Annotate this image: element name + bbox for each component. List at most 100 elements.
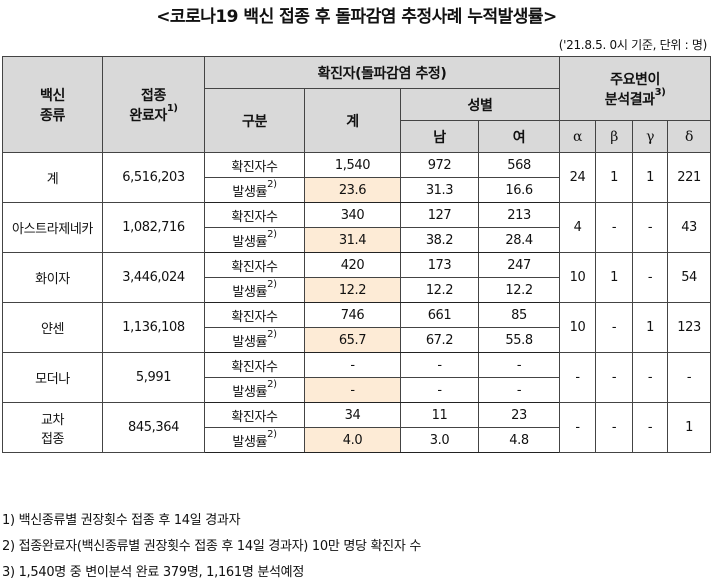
- label-rate: 발생률2): [204, 377, 305, 403]
- cell-alpha: -: [559, 352, 597, 403]
- cell-delta: 221: [667, 152, 712, 203]
- cell-rate-male: 12.2: [400, 277, 479, 303]
- row-completed: 845,364: [102, 402, 205, 453]
- cell-confirmed-total: 746: [304, 302, 401, 328]
- row-completed: 5,991: [102, 352, 205, 403]
- cell-rate-total: 12.2: [304, 277, 401, 303]
- cell-gamma: -: [632, 352, 669, 403]
- row-completed: 6,516,203: [102, 152, 205, 203]
- header-total: 계: [304, 88, 401, 153]
- cell-confirmed-male: 972: [400, 152, 479, 178]
- header-vaccine-type: 백신 종류: [2, 56, 103, 153]
- label-confirmed: 확진자수: [204, 152, 305, 178]
- cell-gamma: -: [632, 402, 669, 453]
- row-name: 얀센: [2, 302, 103, 353]
- cell-confirmed-male: -: [400, 352, 479, 378]
- header-female: 여: [477, 120, 561, 153]
- cell-confirmed-female: 213: [477, 202, 561, 228]
- cell-confirmed-total: 34: [304, 402, 401, 428]
- label-rate: 발생률2): [204, 227, 305, 253]
- cell-confirmed-total: 1,540: [304, 152, 401, 178]
- cell-delta: 123: [667, 302, 712, 353]
- row-name: 아스트라제네카: [2, 202, 103, 253]
- header-alpha: α: [559, 120, 597, 153]
- cell-rate-male: 67.2: [400, 327, 479, 353]
- header-completed: 접종 완료자1): [102, 56, 205, 153]
- cell-beta: -: [595, 202, 634, 253]
- cell-gamma: -: [632, 252, 669, 303]
- footnote-2: 2) 접종완료자(백신종류별 권장횟수 접종 후 14일 경과자) 10만 명당…: [2, 539, 421, 554]
- cell-rate-female: 28.4: [477, 227, 561, 253]
- header-variant-analysis: 주요변이 분석결과3): [559, 56, 712, 121]
- row-completed: 1,082,716: [102, 202, 205, 253]
- cell-alpha: 10: [559, 302, 597, 353]
- cell-alpha: -: [559, 402, 597, 453]
- row-name: 교차 접종: [2, 402, 103, 453]
- cell-rate-male: 3.0: [400, 427, 479, 453]
- label-rate: 발생률2): [204, 427, 305, 453]
- cell-rate-total: 31.4: [304, 227, 401, 253]
- cell-rate-total: -: [304, 377, 401, 403]
- row-completed: 3,446,024: [102, 252, 205, 303]
- header-confirmed-group: 확진자(돌파감염 추정): [203, 56, 561, 89]
- cell-confirmed-female: -: [477, 352, 561, 378]
- cell-confirmed-female: 85: [477, 302, 561, 328]
- cell-confirmed-female: 247: [477, 252, 561, 278]
- cell-delta: -: [667, 352, 712, 403]
- cell-alpha: 10: [559, 252, 597, 303]
- row-completed: 1,136,108: [102, 302, 205, 353]
- cell-alpha: 4: [559, 202, 597, 253]
- row-name: 계: [2, 152, 103, 203]
- label-confirmed: 확진자수: [204, 302, 305, 328]
- row-name: 모더나: [2, 352, 103, 403]
- cell-confirmed-male: 173: [400, 252, 479, 278]
- cell-confirmed-total: 420: [304, 252, 401, 278]
- cell-beta: -: [595, 352, 634, 403]
- footnote-1: 1) 백신종류별 권장횟수 접종 후 14일 경과자: [2, 513, 241, 528]
- cell-rate-female: 16.6: [477, 177, 561, 203]
- cell-confirmed-female: 23: [477, 402, 561, 428]
- cell-beta: 1: [595, 252, 634, 303]
- cell-beta: -: [595, 402, 634, 453]
- table-title: <코로나19 백신 접종 후 돌파감염 추정사례 누적발생률>: [156, 7, 557, 27]
- header-beta: β: [595, 120, 634, 153]
- label-confirmed: 확진자수: [204, 202, 305, 228]
- breakthrough-infection-table: 백신 종류 접종 완료자1) 확진자(돌파감염 추정) 주요변이 분석결과3) 구분 …: [2, 56, 712, 453]
- cell-rate-total: 4.0: [304, 427, 401, 453]
- cell-delta: 54: [667, 252, 712, 303]
- cell-rate-male: 31.3: [400, 177, 479, 203]
- label-rate: 발생률2): [204, 327, 305, 353]
- cell-rate-female: -: [477, 377, 561, 403]
- cell-delta: 43: [667, 202, 712, 253]
- header-delta: δ: [667, 120, 712, 153]
- label-rate: 발생률2): [204, 177, 305, 203]
- cell-gamma: 1: [632, 152, 669, 203]
- footnote-3: 3) 1,540명 중 변이분석 완료 379명, 1,161명 분석예정: [2, 565, 304, 580]
- footnotes: 1) 백신종류별 권장횟수 접종 후 14일 경과자 2) 접종완료자(백신종류…: [2, 508, 421, 586]
- label-rate: 발생률2): [204, 277, 305, 303]
- cell-confirmed-total: -: [304, 352, 401, 378]
- cell-confirmed-male: 11: [400, 402, 479, 428]
- cell-gamma: -: [632, 202, 669, 253]
- header-male: 남: [400, 120, 479, 153]
- header-category: 구분: [204, 88, 305, 153]
- header-sex: 성별: [399, 88, 561, 121]
- cell-beta: 1: [595, 152, 634, 203]
- unit-note: ('21.8.5. 0시 기준, 단위 : 명): [558, 38, 708, 52]
- cell-rate-total: 65.7: [304, 327, 401, 353]
- label-confirmed: 확진자수: [204, 402, 305, 428]
- cell-beta: -: [595, 302, 634, 353]
- cell-rate-female: 55.8: [477, 327, 561, 353]
- cell-confirmed-male: 127: [400, 202, 479, 228]
- cell-gamma: 1: [632, 302, 669, 353]
- cell-rate-male: 38.2: [400, 227, 479, 253]
- label-confirmed: 확진자수: [204, 252, 305, 278]
- header-gamma: γ: [632, 120, 669, 153]
- label-confirmed: 확진자수: [204, 352, 305, 378]
- cell-rate-female: 4.8: [477, 427, 561, 453]
- cell-confirmed-female: 568: [477, 152, 561, 178]
- cell-delta: 1: [667, 402, 712, 453]
- cell-rate-male: -: [400, 377, 479, 403]
- cell-rate-total: 23.6: [304, 177, 401, 203]
- cell-confirmed-male: 661: [400, 302, 479, 328]
